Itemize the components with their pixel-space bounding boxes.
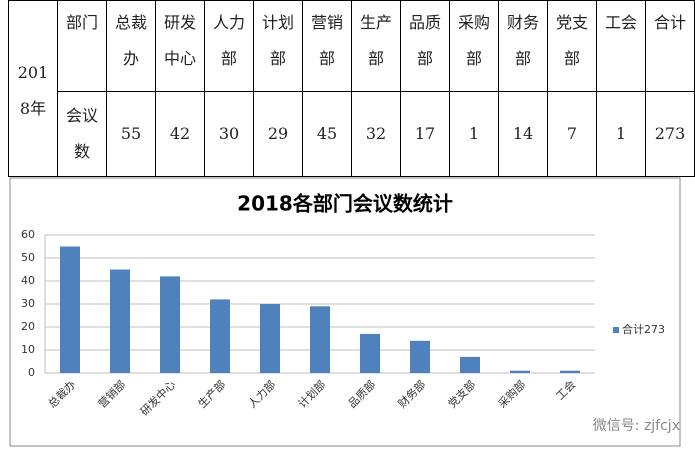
bar: [260, 304, 280, 373]
chart-title: 2018各部门会议数统计: [237, 192, 453, 216]
bar: [560, 370, 580, 373]
legend-swatch: [613, 327, 619, 333]
header-cell: 生产部: [351, 0, 401, 92]
bar: [410, 340, 430, 373]
value-cell: 273: [645, 91, 695, 177]
header-cell: 总裁办: [106, 0, 156, 92]
bar: [110, 269, 130, 373]
y-tick-label: 50: [21, 251, 35, 264]
data-table: 2018年 部门 总裁办 研发中心 人力部 计划部 营销部 生产部 品质部 采购部 财务部 党支部工…: [8, 0, 695, 177]
header-cell: 工会: [596, 0, 646, 92]
value-cell: 1: [596, 91, 646, 177]
watermark: 微信号: zjfcjx: [593, 418, 680, 434]
y-tick-label: 30: [21, 297, 35, 310]
y-tick-label: 0: [28, 366, 35, 379]
value-cell: 29: [253, 91, 303, 177]
bar: [210, 299, 230, 373]
value-cell: 55: [106, 91, 156, 177]
year-cell: 2018年: [8, 0, 58, 177]
bar: [310, 306, 330, 373]
bar: [460, 356, 480, 373]
bar: [510, 370, 530, 373]
header-cell: 合计: [645, 0, 695, 92]
bar: [60, 246, 80, 373]
header-row: 2018年 部门 总裁办 研发中心 人力部 计划部 营销部 生产部 品质部 采购部 财务部 党支部工…: [8, 0, 695, 177]
legend-label: 合计273: [622, 322, 665, 336]
y-tick-label: 10: [21, 343, 35, 356]
header-cell: 计划部: [253, 0, 303, 92]
y-tick-label: 60: [21, 228, 35, 241]
y-tick-label: 40: [21, 274, 35, 287]
header-cell: 财务部: [498, 0, 548, 92]
value-cell: 14: [498, 91, 548, 177]
bar: [160, 276, 180, 373]
value-cell: 17: [400, 91, 450, 177]
bar: [360, 333, 380, 373]
value-row: 会议数 55 42 30 29 45 32 17 1 14 7 1 273: [9, 91, 695, 177]
header-cell: 部门: [57, 0, 107, 92]
value-cell: 42: [155, 91, 205, 177]
header-cell: 人力部: [204, 0, 254, 92]
y-tick-label: 20: [21, 320, 35, 333]
